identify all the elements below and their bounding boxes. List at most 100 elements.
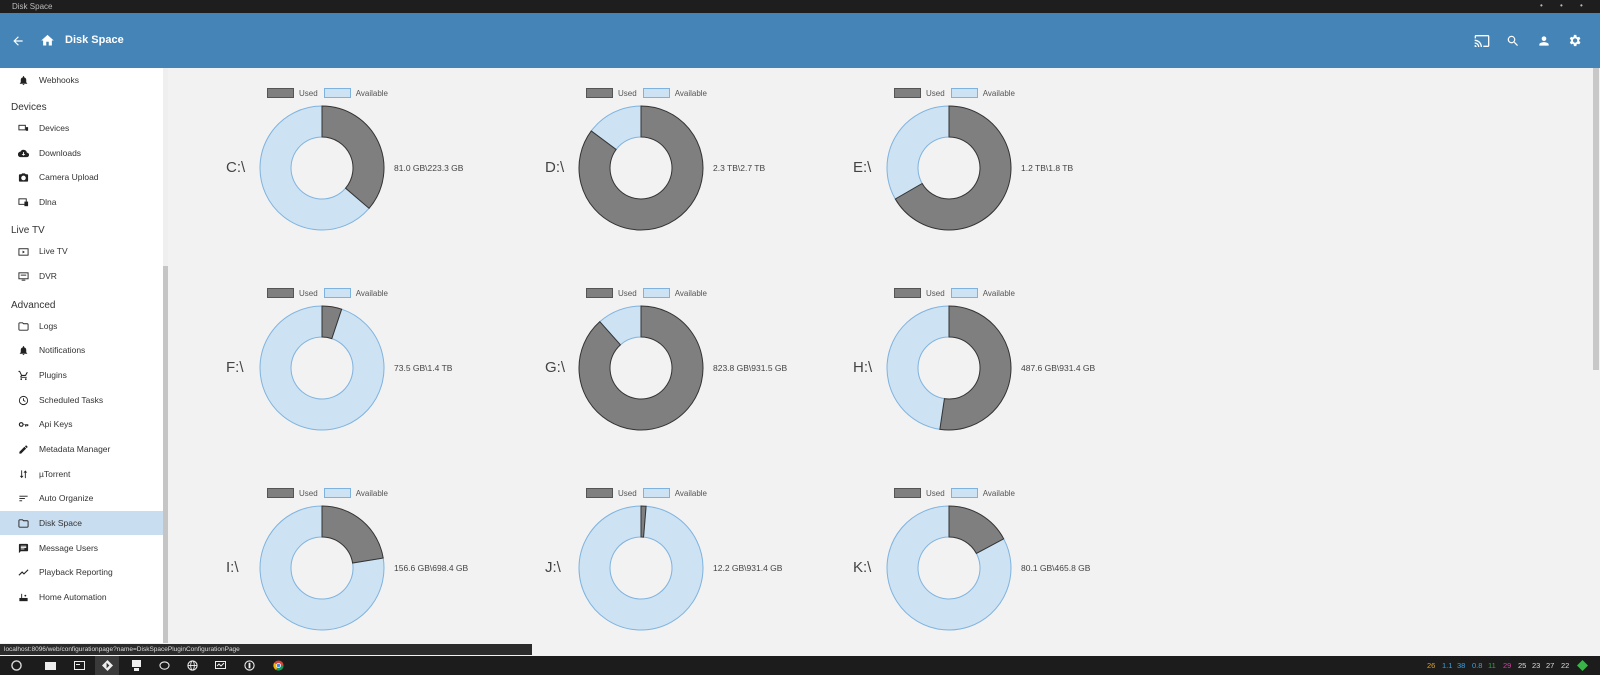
page-title: Disk Space <box>65 34 124 46</box>
drive-label: F:\ <box>226 359 244 376</box>
donut-chart <box>259 505 385 631</box>
taskbar-emby[interactable] <box>95 656 119 675</box>
sidebar-scroll-thumb[interactable] <box>163 266 168 643</box>
folder-icon <box>16 319 30 333</box>
drive-usage-text: 2.3 TB\2.7 TB <box>713 163 766 173</box>
sidebar-item-disk-space[interactable]: Disk Space <box>0 511 163 535</box>
legend-used-label: Used <box>618 488 637 498</box>
sidebar-item-logs[interactable]: Logs <box>0 314 163 338</box>
sidebar-item-torrent[interactable]: µTorrent <box>0 462 163 486</box>
sidebar-item-plugins[interactable]: Plugins <box>0 363 163 387</box>
sidebar-item-dvr[interactable]: DVR <box>0 264 163 288</box>
back-button[interactable] <box>6 13 30 68</box>
legend-available-label: Available <box>674 488 708 498</box>
sidebar-item-api-keys[interactable]: Api Keys <box>0 412 163 436</box>
home-button[interactable] <box>35 13 59 68</box>
tray-stat: 27 <box>1546 661 1555 670</box>
sort-lines-icon <box>16 491 30 505</box>
sidebar-item-home-automation[interactable]: Home Automation <box>0 585 163 609</box>
gear-icon <box>1569 34 1580 47</box>
donut-chart <box>886 305 1012 431</box>
sidebar-item-live-tv[interactable]: Live TV <box>0 239 163 263</box>
sidebar-item-dlna[interactable]: Dlna <box>0 190 163 214</box>
start-button[interactable] <box>4 656 28 675</box>
sidebar-item-webhooks[interactable]: Webhooks <box>0 68 163 92</box>
legend-available-label: Available <box>355 488 389 498</box>
taskbar: 26 1.1 38 0.8 11 29 25 23 27 22 <box>0 656 1600 675</box>
window-titlebar: Disk Space • • • <box>0 0 1600 13</box>
sidebar-item-devices[interactable]: Devices <box>0 116 163 140</box>
clock-icon <box>16 393 30 407</box>
taskbar-chat[interactable] <box>152 656 176 675</box>
used-slice <box>948 505 1005 555</box>
close-button[interactable]: • <box>1580 1 1583 10</box>
sidebar-scrollbar[interactable] <box>163 68 168 643</box>
chart-legend: Used Available <box>894 88 1015 98</box>
main-scrollbar[interactable] <box>1590 68 1600 643</box>
legend-used-label: Used <box>299 88 318 98</box>
key-icon <box>16 417 30 431</box>
legend-available-label: Available <box>674 288 708 298</box>
sidebar-item-camera-upload[interactable]: Camera Upload <box>0 165 163 189</box>
donut-chart <box>886 505 1012 631</box>
minimize-button[interactable]: • <box>1540 1 1543 10</box>
tray-stat: 29 <box>1503 661 1512 670</box>
taskbar-file-explorer[interactable] <box>38 656 62 675</box>
monitor-icon <box>214 660 226 669</box>
legend-available-swatch <box>642 488 670 498</box>
home-icon <box>40 34 54 46</box>
legend-available-swatch <box>950 288 978 298</box>
chart-legend: Used Available <box>267 88 388 98</box>
sidebar-item-playback-reporting[interactable]: Playback Reporting <box>0 560 163 584</box>
cast-button[interactable] <box>1470 13 1494 68</box>
taskbar-monitor[interactable] <box>208 656 232 675</box>
legend-used-swatch <box>586 88 613 98</box>
maximize-button[interactable]: • <box>1560 1 1563 10</box>
drive-label: D:\ <box>545 159 565 176</box>
main-scroll-thumb[interactable] <box>1593 68 1599 370</box>
taskbar-window[interactable] <box>67 656 91 675</box>
sidebar-item-label: Camera Upload <box>39 172 99 182</box>
legend-available-swatch <box>323 488 351 498</box>
used-slice <box>321 105 385 210</box>
sidebar-item-downloads[interactable]: Downloads <box>0 141 163 165</box>
dlna-icon <box>16 195 30 209</box>
dvr-icon <box>16 269 30 283</box>
tray-stat: 11 <box>1488 661 1496 670</box>
taskbar-app[interactable] <box>237 656 261 675</box>
drive-usage-text: 156.6 GB\698.4 GB <box>394 563 469 573</box>
sidebar-item-notifications[interactable]: Notifications <box>0 338 163 362</box>
chart-legend: Used Available <box>586 88 707 98</box>
search-icon <box>1507 35 1518 46</box>
trend-icon <box>16 565 30 579</box>
legend-used-swatch <box>586 288 613 298</box>
sidebar-item-label: Plugins <box>39 370 67 380</box>
drive-label: C:\ <box>226 159 246 176</box>
sidebar-item-metadata-manager[interactable]: Metadata Manager <box>0 437 163 461</box>
sidebar-item-label: Downloads <box>39 148 82 158</box>
settings-button[interactable] <box>1562 13 1586 68</box>
drive-usage-text: 823.8 GB\931.5 GB <box>713 363 788 373</box>
sidebar-item-message-users[interactable]: Message Users <box>0 536 163 560</box>
sidebar-item-scheduled-tasks[interactable]: Scheduled Tasks <box>0 388 163 412</box>
user-button[interactable] <box>1532 13 1556 68</box>
chat-icon <box>158 660 170 670</box>
sidebar-item-label: Webhooks <box>39 75 80 85</box>
search-button[interactable] <box>1501 13 1525 68</box>
sidebar-item-label: Notifications <box>39 345 86 355</box>
sidebar-item-auto-organize[interactable]: Auto Organize <box>0 486 163 510</box>
legend-used-label: Used <box>299 288 318 298</box>
router-icon <box>16 590 30 604</box>
start-icon <box>10 660 22 671</box>
drive-usage-text: 12.2 GB\931.4 GB <box>713 563 783 573</box>
tray-stat: 1.1 <box>1442 661 1453 670</box>
used-slice <box>321 505 384 564</box>
legend-available-label: Available <box>982 288 1016 298</box>
drive-usage-text: 73.5 GB\1.4 TB <box>394 363 453 373</box>
taskbar-server[interactable] <box>124 656 148 675</box>
taskbar-browser[interactable] <box>180 656 204 675</box>
drive-label: H:\ <box>853 359 873 376</box>
tray-status-icon[interactable] <box>1575 656 1589 675</box>
legend-used-label: Used <box>618 288 637 298</box>
taskbar-chrome[interactable] <box>266 656 290 675</box>
